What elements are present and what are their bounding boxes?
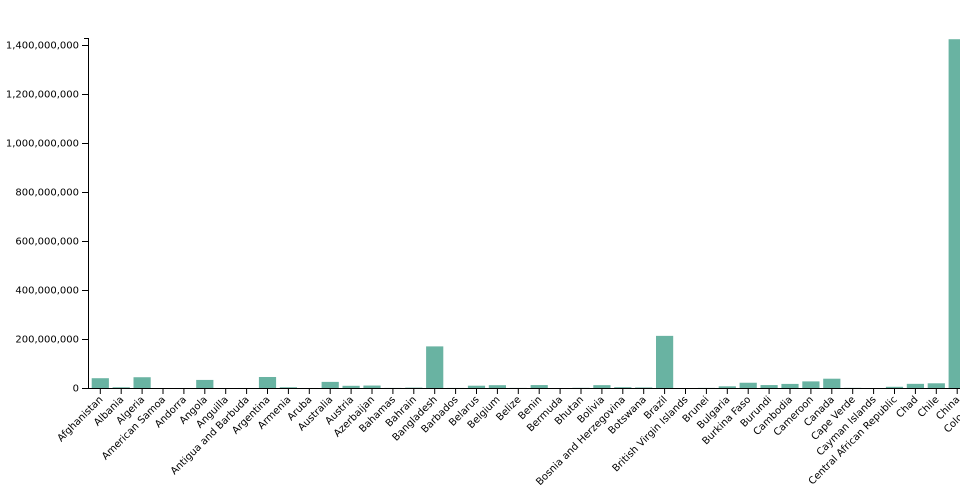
bar-austria [342,385,360,388]
bar-azerbaijan [363,385,381,388]
bar-bosnia-and-herzegovina [614,387,632,388]
bar-belgium [488,385,506,388]
bar-bolivia [593,385,611,388]
bar-armenia [279,387,297,388]
bar-bulgaria [718,386,736,388]
y-tick-label: 0 [73,384,79,395]
bar-afghanistan [91,378,109,388]
y-tick-label: 1,200,000,000 [6,90,79,101]
y-tick-label: 600,000,000 [15,237,79,248]
bar-canada [823,378,841,388]
bar-argentina [258,376,277,388]
y-tick-label: 800,000,000 [15,188,79,199]
bar-angola [196,379,214,388]
y-tick-label: 1,400,000,000 [6,41,79,52]
bar-bangladesh [426,346,444,388]
x-tick-label: Chad [895,394,921,420]
bar-belarus [467,385,486,388]
bar-burundi [760,385,778,388]
bars-layer [91,39,960,388]
bar-china [948,39,960,388]
bar-central-african-republic [885,386,904,388]
bar-algeria [133,377,151,388]
bar-cameroon [802,381,820,388]
y-tick-label: 400,000,000 [15,286,79,297]
y-tick-label: 1,000,000,000 [6,139,79,150]
bar-australia [321,381,339,388]
bar-botswana [635,387,653,388]
bar-brazil [656,335,674,388]
bar-chile [927,383,945,388]
bar-chad [906,383,924,388]
y-axis-line [84,38,89,389]
y-axis: 0 200,000,000 400,000,000 600,000,000 800,00… [6,38,89,395]
bar-benin [530,385,548,388]
y-tick-label: 200,000,000 [15,335,79,346]
bar-burkina-faso [739,382,757,388]
bar-albania [112,387,130,388]
bar-cambodia [781,383,799,388]
